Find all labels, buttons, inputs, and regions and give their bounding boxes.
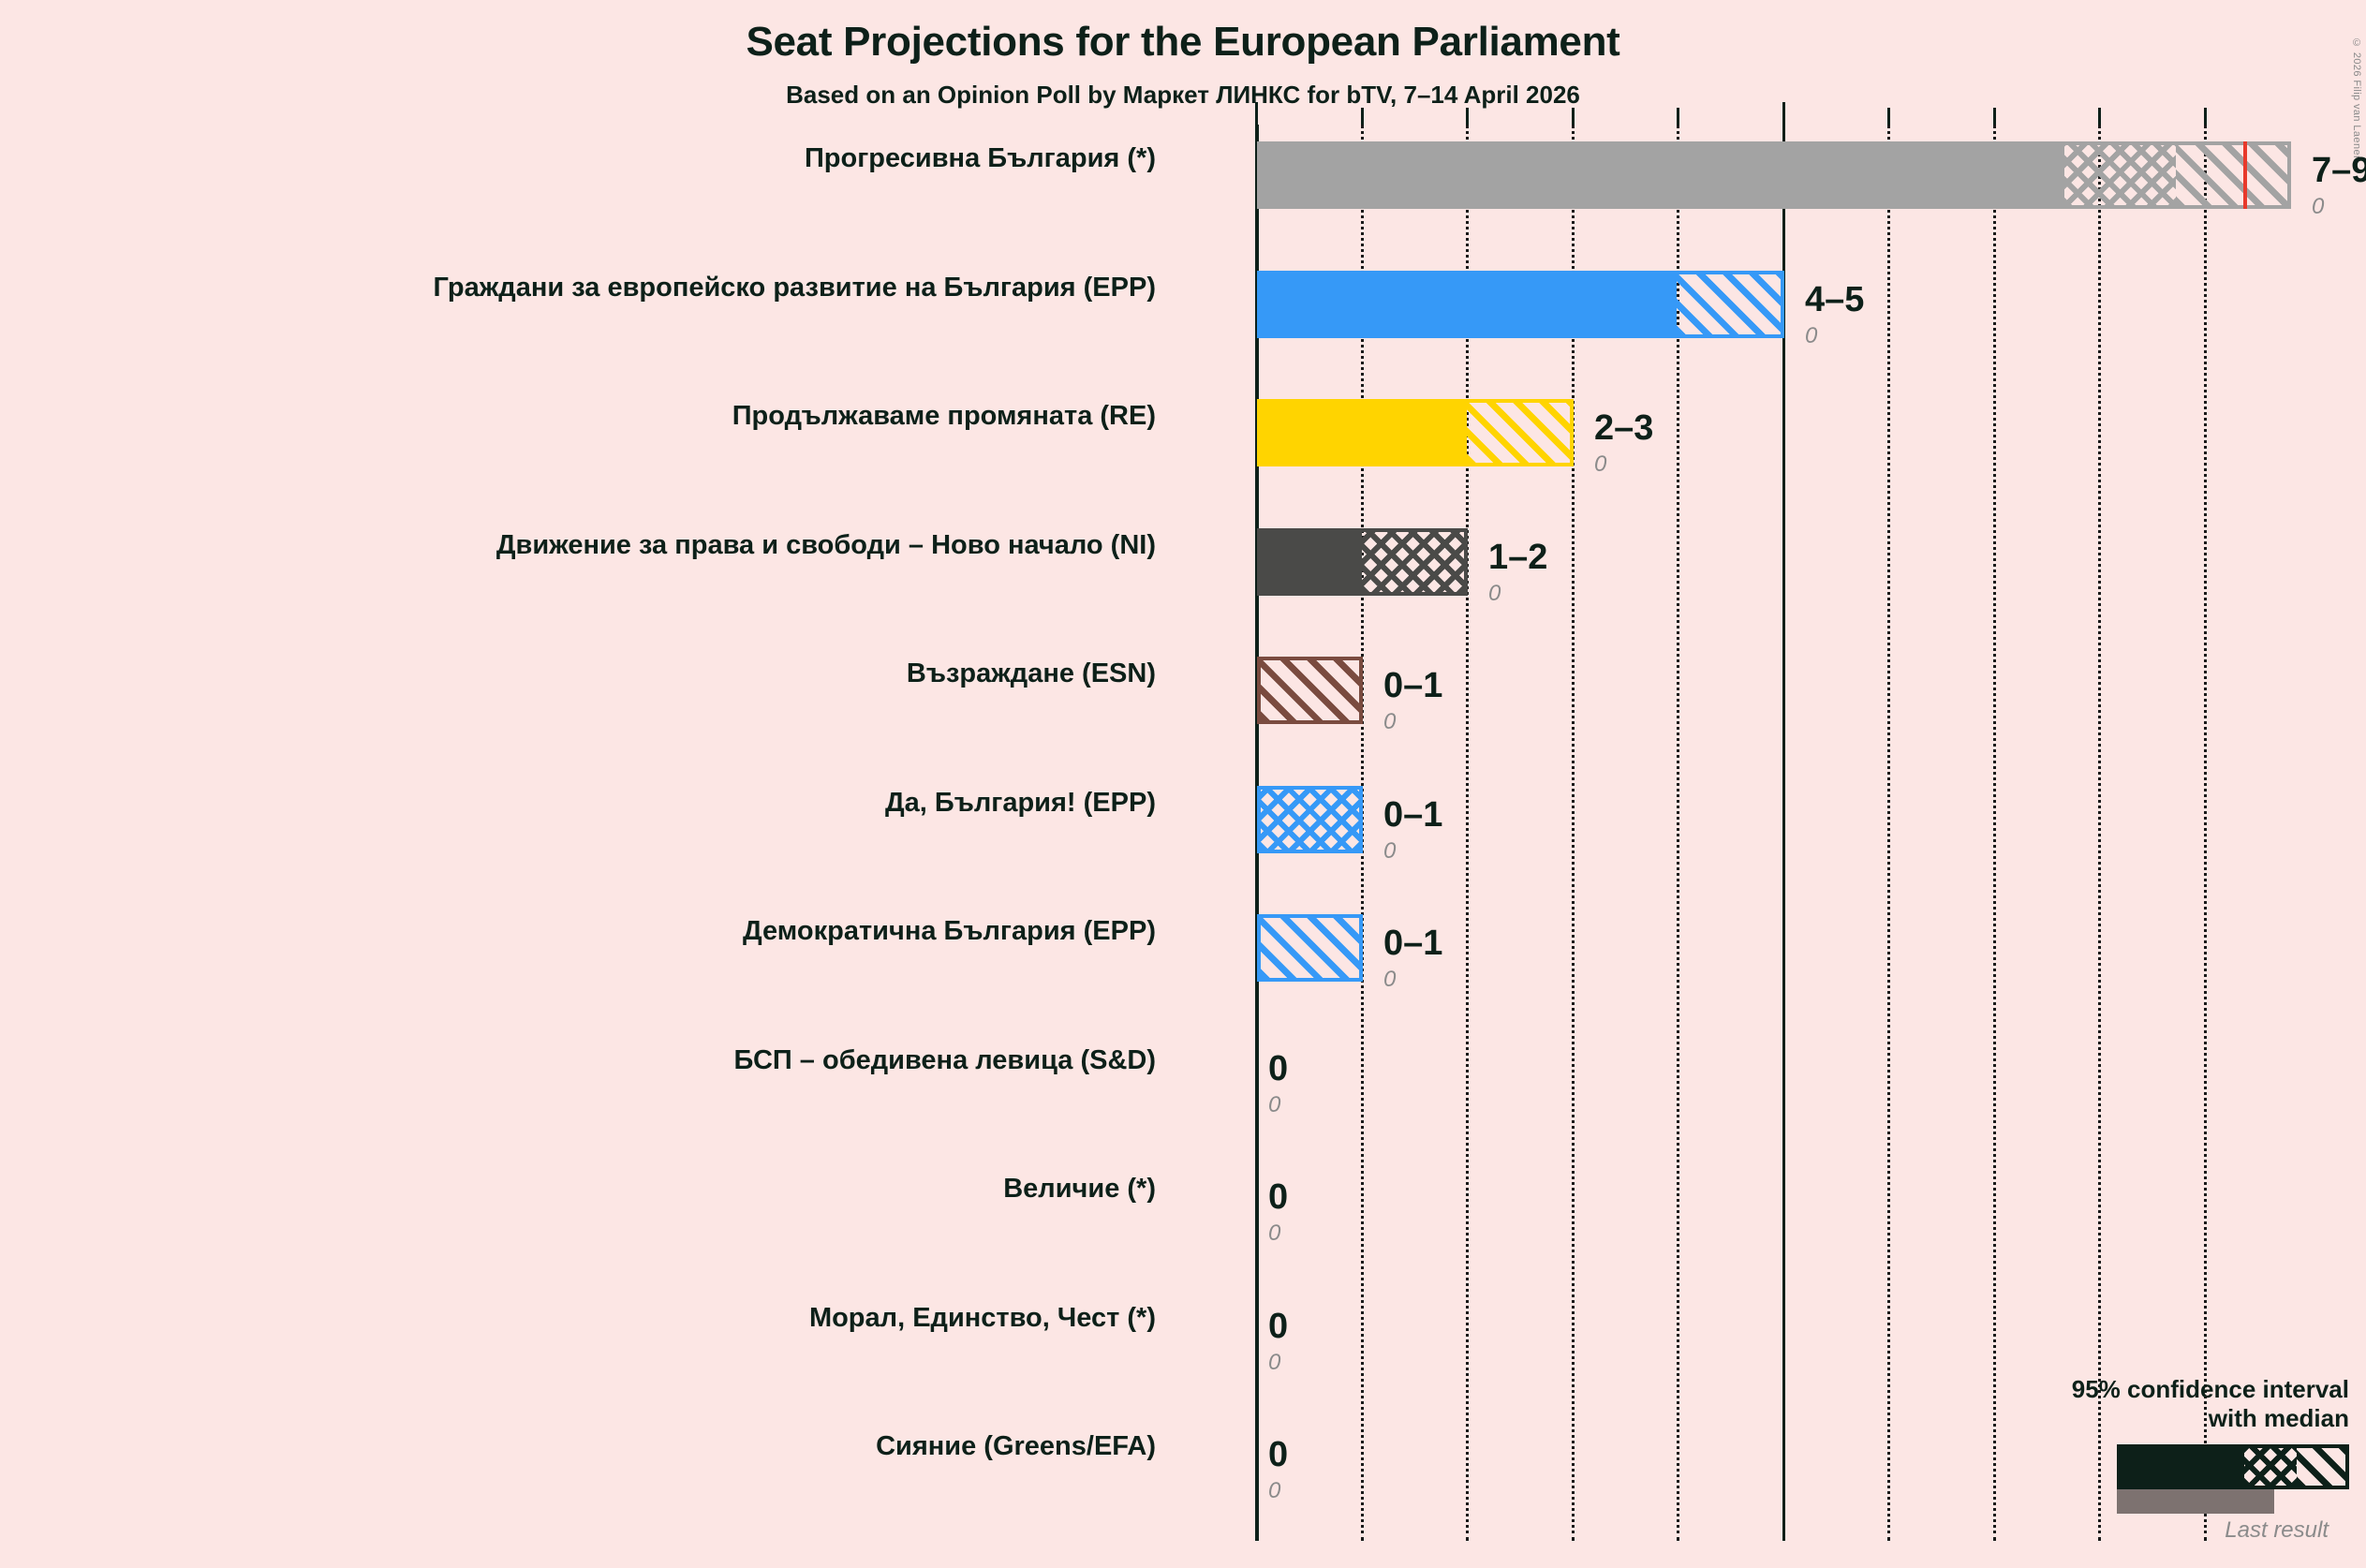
legend-segment-diagonal [2297,1448,2345,1486]
chart-subtitle: Based on an Opinion Poll by Маркет ЛИНКС… [786,81,1580,109]
legend-last-result-label: Last result [2225,1517,2329,1543]
bar-segment-diagonal [1466,403,1570,463]
tick-4 [1677,108,1679,125]
chart-row: Морал, Единство, Чест (*) 0 0 [809,1284,2285,1413]
median-marker [2243,141,2247,209]
seat-range-value: 4–5 [1805,279,1865,319]
gridline-4 [1677,125,1682,1541]
tick-8 [2098,108,2101,125]
gridline-7 [1992,125,1999,1541]
last-result-value: 0 [1488,580,1501,606]
bar-segment-crosshatch [1261,789,1359,850]
chart-row: Прогресивна България (*) 7–9 0 [805,125,2366,254]
seat-range-value: 1–2 [1488,537,1548,577]
last-result-value: 0 [1383,709,1397,734]
bar-segment-solid [1261,145,2064,205]
last-result-value: 0 [1805,322,1818,348]
confidence-interval-bar [1257,785,1363,853]
legend-caption-line2: with median [2208,1403,2349,1432]
bar-segment-crosshatch [2063,145,2176,205]
last-result-value: 0 [1268,1478,1281,1503]
plot-area: Прогресивна България (*) 7–9 0 Граждани за … [434,102,2366,1542]
seat-range-value: 0 [1268,1435,1289,1474]
chart-row: Сияние (Greens/EFA) 0 0 [876,1413,2285,1542]
confidence-interval-bar [1257,141,2291,209]
chart-row: Демократична България (EPP) 0–1 0 [743,897,2285,1027]
legend-segment-crosshatch [2244,1448,2297,1486]
gridline-3 [1571,125,1577,1541]
bar-segment-solid [1261,274,1677,334]
last-result-value: 0 [1594,451,1607,477]
row-label: Възраждане (ESN) [906,658,1156,688]
tick-0 [1255,102,1258,125]
bar-segment-crosshatch [1362,531,1464,592]
confidence-interval-bar [1257,657,1363,724]
legend-last-result-swatch [2117,1489,2274,1514]
chart-row: Възраждане (ESN) 0–1 0 [907,640,2285,769]
bar-segment-diagonal [1261,918,1359,978]
tick-3 [1571,108,1575,125]
legend-caption-line1: 95% confidence interval [2071,1374,2349,1403]
bar-segment-solid [1261,403,1467,463]
row-label: Движение за права и свободи – Ново начал… [495,529,1156,560]
row-label: БСП – обедивена левица (S&D) [733,1044,1157,1075]
page-title: Seat Projections for the European Parlia… [746,19,1620,65]
gridline-8 [2098,125,2104,1541]
chart-row: БСП – обедивена левица (S&D) 0 0 [734,1027,2285,1156]
seat-range-value: 0 [1268,1306,1289,1346]
last-result-value: 0 [1383,967,1397,992]
row-label: Да, България! (EPP) [884,787,1156,818]
row-label: Граждани за европейско развитие на Бълга… [433,272,1156,303]
chart-row: Движение за права и свободи – Ново начал… [496,511,2285,641]
legend-caption: 95% confidence interval with median [1974,1375,2349,1433]
last-result-value: 0 [1268,1091,1281,1117]
gridline-9 [2203,125,2210,1541]
last-result-value: 0 [1268,1220,1281,1246]
seat-range-value: 0–1 [1383,794,1443,835]
bar-segment-diagonal [1261,660,1359,720]
seat-range-value: 0–1 [1383,924,1443,963]
row-label: Величие (*) [1003,1174,1156,1204]
last-result-value: 0 [1268,1349,1281,1375]
tick-1 [1360,108,1364,125]
row-label: Сияние (Greens/EFA) [876,1431,1156,1461]
last-result-value: 0 [2312,194,2325,219]
gridline-6 [1887,125,1893,1541]
bar-segment-diagonal [2175,145,2287,205]
confidence-interval-bar [1257,399,1574,466]
row-label: Демократична България (EPP) [743,916,1156,946]
legend-swatch [2117,1444,2349,1489]
last-result-value: 0 [1383,837,1397,864]
tick-6 [1887,108,1890,125]
seat-range-value: 2–3 [1594,408,1654,448]
bar-segment-diagonal [1676,274,1781,334]
tick-7 [1992,108,1996,125]
row-label: Прогресивна България (*) [804,143,1156,173]
chart-row: Да, България! (EPP) 0–1 0 [885,769,2285,898]
bar-segment-solid [1261,531,1363,592]
chart-row: Граждани за европейско развитие на Бълга… [434,254,2285,383]
row-label: Морал, Единство, Чест (*) [808,1302,1156,1333]
gridline-2 [1466,125,1471,1541]
confidence-interval-bar [1257,914,1363,982]
tick-9 [2203,108,2207,125]
chart-row: Продължаваме промяната (RE) 2–3 0 [732,382,2285,511]
confidence-interval-bar [1257,527,1468,596]
seat-range-value: 7–9 [2312,151,2366,190]
legend-segment-solid [2121,1448,2244,1486]
tick-5 [1782,102,1785,125]
legend: 95% confidence interval with median Last… [1974,1375,2349,1544]
gridline-5 [1782,125,1785,1541]
seat-range-value: 0 [1268,1048,1289,1088]
seat-range-value: 0 [1268,1177,1289,1217]
row-label: Продължаваме промяната (RE) [732,401,1156,431]
copyright-notice: © 2026 Filip van Laenen [2351,37,2362,162]
tick-2 [1466,108,1469,125]
seat-range-value: 0–1 [1383,666,1443,705]
confidence-interval-bar [1257,270,1784,338]
chart-row: Величие (*) 0 0 [1003,1155,2285,1284]
